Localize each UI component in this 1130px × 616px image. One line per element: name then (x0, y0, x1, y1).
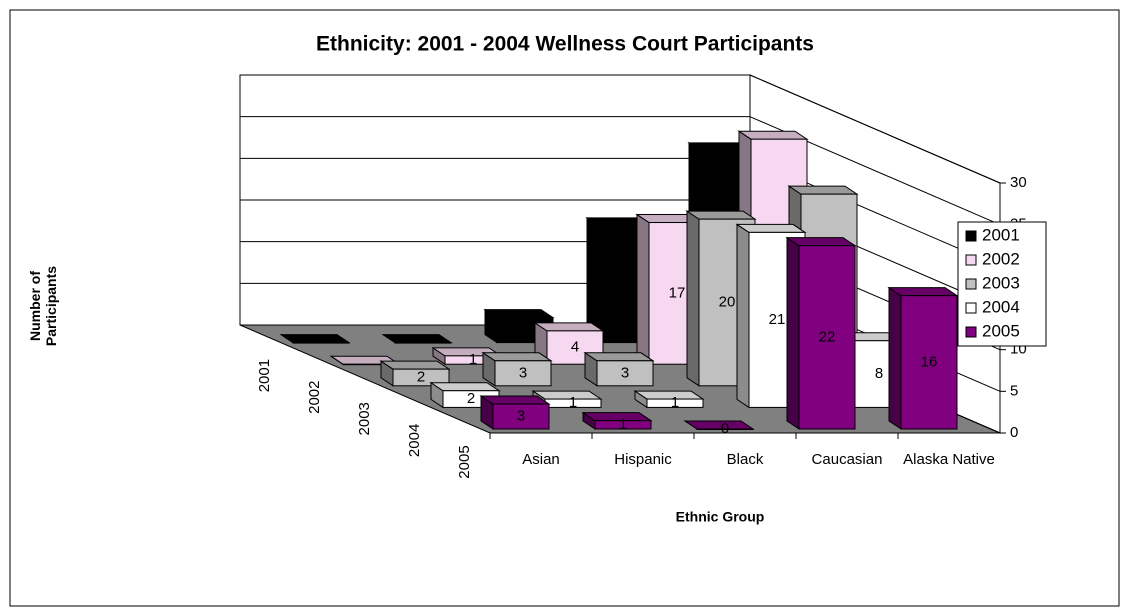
bar-top (379, 360, 451, 370)
bar-top (735, 223, 807, 233)
legend-swatch (965, 254, 977, 266)
bar-side (888, 286, 902, 430)
bar-top (787, 185, 859, 195)
y-tick-label: 5 (1010, 382, 1018, 399)
row-label: 2004 (406, 424, 423, 457)
value-label: 4 (571, 339, 579, 356)
series-4: 3 1 0 22 16 (479, 236, 959, 437)
bar (696, 428, 754, 430)
x-tick-label: Asian (522, 451, 560, 468)
bar (646, 398, 704, 408)
bar-top (279, 334, 351, 344)
value-label: 0 (721, 420, 729, 437)
value-label: 8 (875, 365, 883, 382)
y-tick-label: 0 (1010, 424, 1018, 441)
bar (292, 342, 350, 344)
bar-top (583, 352, 655, 362)
value-label: 22 (819, 328, 836, 345)
row-label: 2001 (256, 359, 273, 392)
bar-side (786, 236, 800, 430)
y-tick-label: 30 (1010, 174, 1027, 191)
x-tick-label: Hispanic (614, 451, 672, 468)
bar-side (686, 210, 700, 387)
value-label: 2 (467, 390, 475, 407)
x-tick-label: Caucasian (812, 451, 883, 468)
legend-label: 2001 (982, 225, 1020, 244)
value-label: 1 (671, 394, 679, 411)
bar-top (685, 210, 757, 220)
bar-side (636, 213, 650, 366)
legend-swatch (965, 302, 977, 314)
bar-top (533, 322, 605, 332)
bar-top (785, 237, 857, 247)
value-label: 16 (921, 353, 938, 370)
legend-label: 2004 (982, 297, 1020, 316)
legend-label: 2002 (982, 249, 1020, 268)
bar (394, 342, 452, 344)
bar-top (633, 390, 705, 400)
bar (392, 368, 450, 387)
bar-top (683, 420, 755, 430)
bar (798, 245, 856, 430)
value-label: 1 (469, 351, 477, 368)
y-axis-label: Number of Participants (27, 265, 59, 347)
bar-top (581, 412, 653, 422)
row-label: 2003 (356, 402, 373, 435)
bar-top (481, 352, 553, 362)
bar-top (737, 130, 809, 140)
bar-top (429, 382, 501, 392)
value-label: 20 (719, 293, 736, 310)
value-label: 17 (669, 284, 686, 301)
bar-top (531, 390, 603, 400)
bar (596, 360, 654, 387)
bar (900, 295, 958, 430)
bar-top (887, 287, 959, 297)
legend-swatch (965, 230, 977, 242)
bar-top (479, 395, 551, 405)
x-tick-label: Black (727, 451, 764, 468)
bar (492, 403, 550, 430)
x-tick-label: Alaska Native (903, 451, 995, 468)
row-label: 2005 (456, 445, 473, 478)
bar-top (483, 309, 555, 319)
value-label: 3 (621, 364, 629, 381)
grid-line (749, 74, 1001, 184)
row-label: 2002 (306, 381, 323, 414)
x-axis-label: Ethnic Group (676, 509, 765, 525)
legend-swatch (965, 326, 977, 338)
bar-top (381, 334, 453, 344)
value-label: 3 (519, 364, 527, 381)
value-label: 3 (517, 407, 525, 424)
value-label: 1 (619, 416, 627, 433)
legend-label: 2003 (982, 273, 1020, 292)
legend-swatch (965, 278, 977, 290)
legend-label: 2005 (982, 321, 1020, 340)
value-label: 21 (769, 311, 786, 328)
value-label: 1 (569, 394, 577, 411)
chart-title: Ethnicity: 2001 - 2004 Wellness Court Pa… (316, 33, 814, 56)
bar-side (736, 223, 750, 409)
bar (594, 420, 652, 430)
value-label: 2 (417, 368, 425, 385)
bar (494, 360, 552, 387)
